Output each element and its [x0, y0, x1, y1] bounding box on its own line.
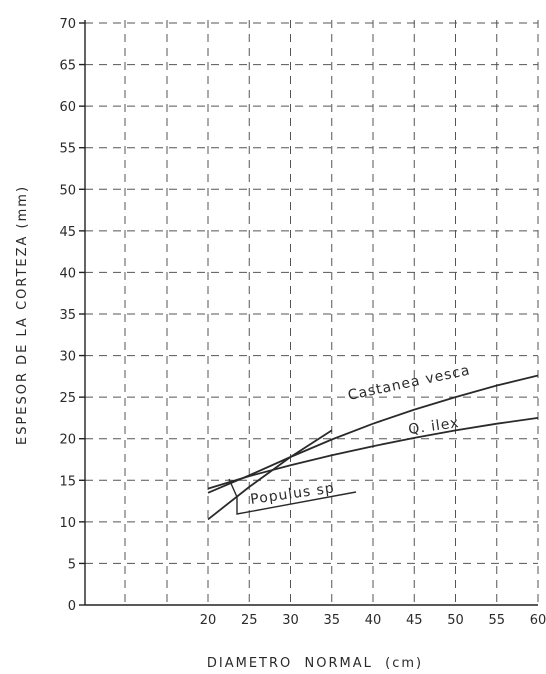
- y-tick-label: 65: [59, 59, 76, 74]
- x-tick-label: 55: [488, 613, 505, 628]
- y-tick-label: 40: [59, 266, 76, 281]
- y-tick-label: 0: [68, 599, 76, 614]
- x-tick-label: 35: [323, 613, 340, 628]
- x-tick-labels: 20 25 30 35 40 45 50 55 60: [200, 613, 546, 628]
- x-tick-label: 25: [241, 613, 258, 628]
- y-tick-label: 25: [59, 391, 76, 406]
- y-axis-title: ESPESOR DE LA CORTEZA (mm): [15, 185, 30, 445]
- x-tick-label: 20: [200, 613, 217, 628]
- y-tick-label: 35: [59, 308, 76, 323]
- y-tick-label: 45: [59, 225, 76, 240]
- y-tick-label: 50: [59, 183, 76, 198]
- grid: [85, 20, 539, 605]
- y-tick-labels: 0 5 10 15 20 25 30 35 40 45 50 55 60 65 70: [59, 17, 85, 614]
- axes: [84, 20, 538, 606]
- series-line-populus-sp: [207, 429, 333, 521]
- x-tick-label: 40: [365, 613, 382, 628]
- y-tick-label: 30: [59, 350, 76, 365]
- y-tick-label: 70: [59, 17, 76, 32]
- x-tick-label: 60: [530, 613, 546, 628]
- series-line-q-ilex: [207, 417, 539, 490]
- y-tick-label: 5: [68, 557, 76, 572]
- x-tick-label: 30: [282, 613, 299, 628]
- series-label-q-ilex: Q. ilex: [407, 415, 460, 438]
- y-tick-label: 20: [59, 433, 76, 448]
- x-tick-label: 45: [406, 613, 423, 628]
- x-axis-title: DIAMETRO NORMAL (cm): [207, 656, 423, 671]
- y-tick-label: 55: [59, 142, 76, 157]
- y-tick-label: 10: [59, 516, 76, 531]
- x-tick-label: 50: [447, 613, 464, 628]
- series-line-castanea-vesca: [207, 374, 539, 494]
- y-tick-label: 60: [59, 100, 76, 115]
- series-lines: [207, 374, 539, 521]
- y-tick-label: 15: [59, 474, 76, 489]
- populus-sp-leader: [228, 478, 357, 515]
